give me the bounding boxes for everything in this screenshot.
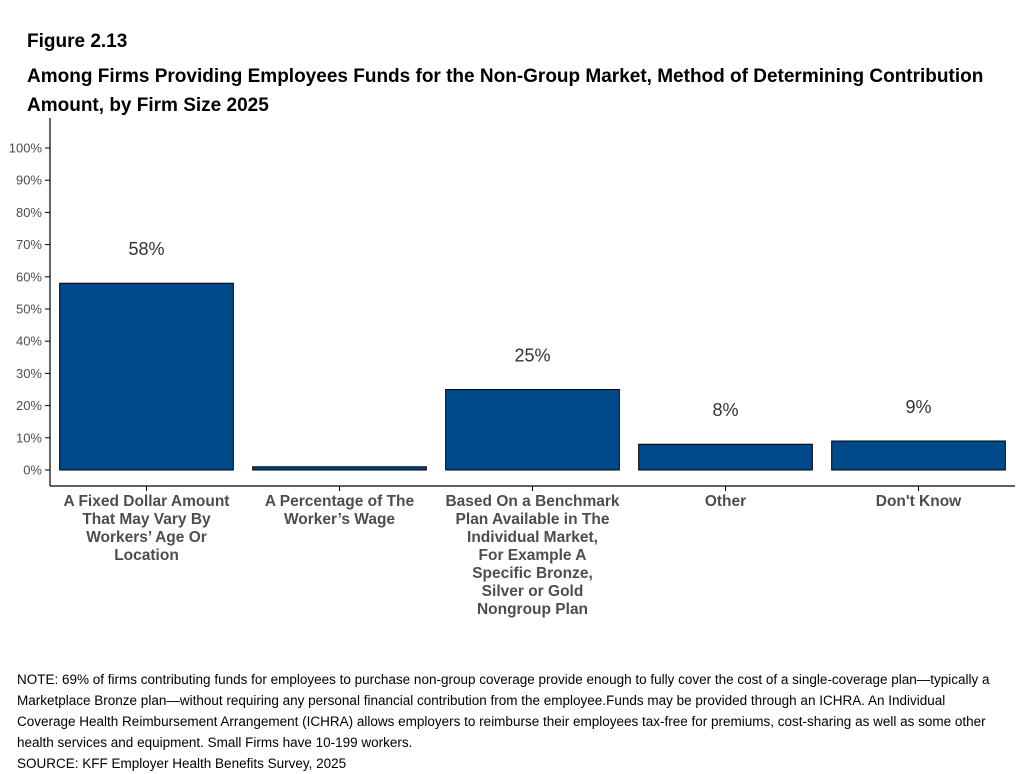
bar-chart: 0% 10% 20% 30% 40% 50% 60% 70% 80% 90% 100% 58% 25%… (9, 118, 1015, 618)
data-label: 8% (712, 400, 738, 420)
source-text: SOURCE: KFF Employer Health Benefits Sur… (17, 756, 347, 771)
bar (252, 466, 427, 471)
x-tick-label-line: A Fixed Dollar Amount (64, 493, 230, 510)
bar (59, 282, 234, 471)
y-tick-label: 100% (9, 141, 43, 156)
x-tick-label-line: Specific Bronze, (472, 565, 593, 582)
x-tick-label: Don't Know (876, 493, 962, 510)
x-tick-label-line: Workers’ Age Or (86, 529, 207, 546)
figure-label: Figure 2.13 (27, 31, 128, 52)
y-tick-label: 90% (16, 173, 42, 188)
x-tick-label-line: A Percentage of The (265, 493, 415, 510)
x-axis: A Fixed Dollar Amount That May Vary By Wor… (50, 485, 1015, 618)
bars (59, 282, 1006, 471)
x-tick-label: Other (705, 493, 746, 510)
footnote: NOTE: 69% of firms contributing funds fo… (17, 669, 1007, 774)
x-tick-label-line: For Example A (479, 547, 587, 564)
y-tick-label: 10% (16, 430, 42, 445)
x-tick-label-line: That May Vary By (82, 511, 211, 528)
y-axis: 0% 10% 20% 30% 40% 50% 60% 70% 80% 90% 100% (9, 118, 51, 486)
bar (638, 443, 813, 471)
x-tick-label-line: Plan Available in The (456, 511, 610, 528)
data-label: 9% (905, 397, 931, 417)
chart-title: Among Firms Providing Employees Funds fo… (27, 66, 984, 116)
y-tick-label: 80% (16, 205, 42, 220)
bar (445, 389, 620, 471)
y-tick-label: 50% (16, 302, 42, 317)
y-tick-label: 70% (16, 237, 42, 252)
y-tick-label: 60% (16, 269, 42, 284)
note-text: NOTE: 69% of firms contributing funds fo… (17, 672, 990, 750)
y-tick-label: 30% (16, 366, 42, 381)
x-tick-label-line: Individual Market, (467, 529, 598, 546)
y-tick-label: 0% (23, 463, 42, 478)
x-tick-label-line: Based On a Benchmark (445, 493, 619, 510)
x-tick-label: A Percentage of The Worker’s Wage (265, 493, 415, 528)
x-tick-label-line: Worker’s Wage (284, 511, 395, 528)
data-label: 58% (128, 239, 164, 259)
x-tick-label-line: Other (705, 493, 746, 510)
data-label: 25% (514, 346, 550, 366)
x-tick-label-line: Nongroup Plan (477, 601, 588, 618)
y-tick-label: 40% (16, 334, 42, 349)
y-tick-label: 20% (16, 398, 42, 413)
x-tick-label-line: Don't Know (876, 493, 962, 510)
bar (831, 440, 1006, 471)
x-tick-label-line: Silver or Gold (482, 583, 584, 600)
x-tick-label: A Fixed Dollar Amount That May Vary By Wor… (64, 493, 230, 564)
x-tick-label: Based On a Benchmark Plan Available in Th… (445, 493, 619, 618)
x-tick-label-line: Location (114, 547, 179, 564)
data-labels: 58% 25% 8% 9% (128, 239, 931, 420)
